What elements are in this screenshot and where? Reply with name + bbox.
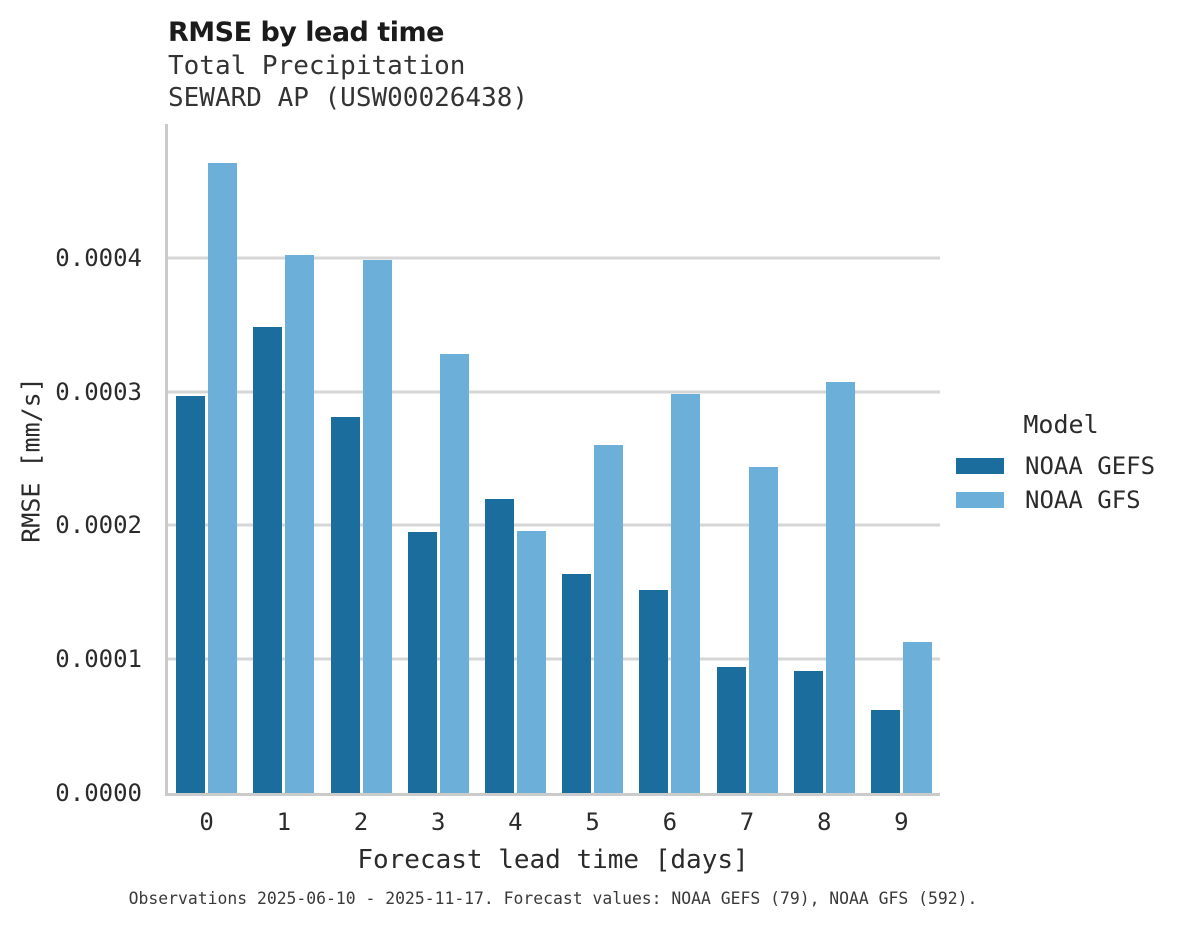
- x-tick-label: 5: [585, 808, 600, 836]
- bar-noaa-gefs-lead-1: [253, 327, 283, 793]
- x-tick-label: 2: [353, 808, 369, 836]
- x-tick-label: 6: [662, 808, 678, 836]
- gridline: [168, 523, 940, 527]
- bar-noaa-gfs-lead-2: [362, 260, 392, 793]
- x-tick-label: 0: [199, 808, 214, 836]
- bar-noaa-gefs-lead-2: [330, 417, 360, 793]
- bar-noaa-gfs-lead-8: [825, 382, 855, 793]
- y-tick-label: 0.0000: [55, 779, 142, 807]
- bar-noaa-gefs-lead-6: [639, 589, 669, 793]
- chart-subtitle-variable: Total Precipitation: [168, 51, 466, 81]
- bar-noaa-gefs-lead-4: [484, 498, 514, 793]
- legend: Model NOAA GEFS NOAA GFS: [956, 410, 1166, 517]
- bar-noaa-gfs-lead-6: [671, 394, 701, 793]
- bar-noaa-gfs-lead-5: [594, 445, 624, 793]
- bar-noaa-gfs-lead-3: [439, 354, 469, 793]
- bar-noaa-gfs-lead-1: [285, 255, 315, 793]
- x-tick-label: 7: [739, 808, 755, 836]
- y-tick-label: 0.0001: [55, 645, 142, 674]
- bar-noaa-gefs-lead-7: [716, 667, 746, 793]
- y-axis-title: RMSE [mm/s]: [16, 377, 46, 543]
- bar-noaa-gefs-lead-9: [870, 710, 900, 793]
- bar-noaa-gfs-lead-0: [208, 162, 238, 793]
- bar-noaa-gefs-lead-0: [176, 395, 206, 793]
- y-tick-label: 0.0002: [55, 511, 142, 540]
- bar-noaa-gfs-lead-7: [748, 466, 778, 793]
- legend-swatch-icon: [956, 492, 1004, 508]
- legend-item-label: NOAA GEFS: [1025, 452, 1156, 480]
- bar-noaa-gfs-lead-4: [516, 530, 546, 793]
- y-tick-label: 0.0004: [55, 243, 142, 272]
- caption: Observations 2025-06-10 - 2025-11-17. Fo…: [128, 889, 978, 908]
- x-tick-label: 8: [816, 808, 832, 836]
- bar-noaa-gefs-lead-5: [562, 573, 592, 793]
- x-tick-label: 1: [276, 808, 292, 836]
- bar-noaa-gfs-lead-9: [902, 641, 932, 793]
- legend-item-label: NOAA GFS: [1025, 486, 1141, 514]
- legend-title: Model: [1023, 410, 1099, 439]
- x-tick-label: 4: [508, 808, 523, 836]
- chart-subtitle-station: SEWARD AP (USW00026438): [168, 83, 529, 113]
- x-tick-label: 9: [894, 808, 909, 836]
- gridline: [168, 657, 940, 661]
- chart-title: RMSE by lead time: [168, 17, 444, 48]
- x-tick-label: 3: [430, 808, 446, 836]
- bar-noaa-gefs-lead-3: [407, 532, 437, 793]
- legend-swatch-icon: [956, 458, 1004, 474]
- chart-header: RMSE by lead time Total Precipitation SE…: [168, 16, 528, 114]
- plot-area: 0.0000 0.0001 0.0002 0.0003 0.0004 0 1 2 3 4 5 6 7 8 9: [55, 124, 940, 834]
- legend-item: NOAA GEFS: [956, 449, 1166, 483]
- x-axis-title: Forecast lead time [days]: [357, 845, 749, 875]
- legend-rows: NOAA GEFS NOAA GFS: [956, 449, 1166, 517]
- bar-noaa-gefs-lead-8: [793, 671, 823, 793]
- gridline: [168, 256, 940, 260]
- legend-item: NOAA GFS: [956, 483, 1166, 517]
- y-tick-label: 0.0003: [55, 377, 142, 406]
- gridline: [168, 390, 940, 394]
